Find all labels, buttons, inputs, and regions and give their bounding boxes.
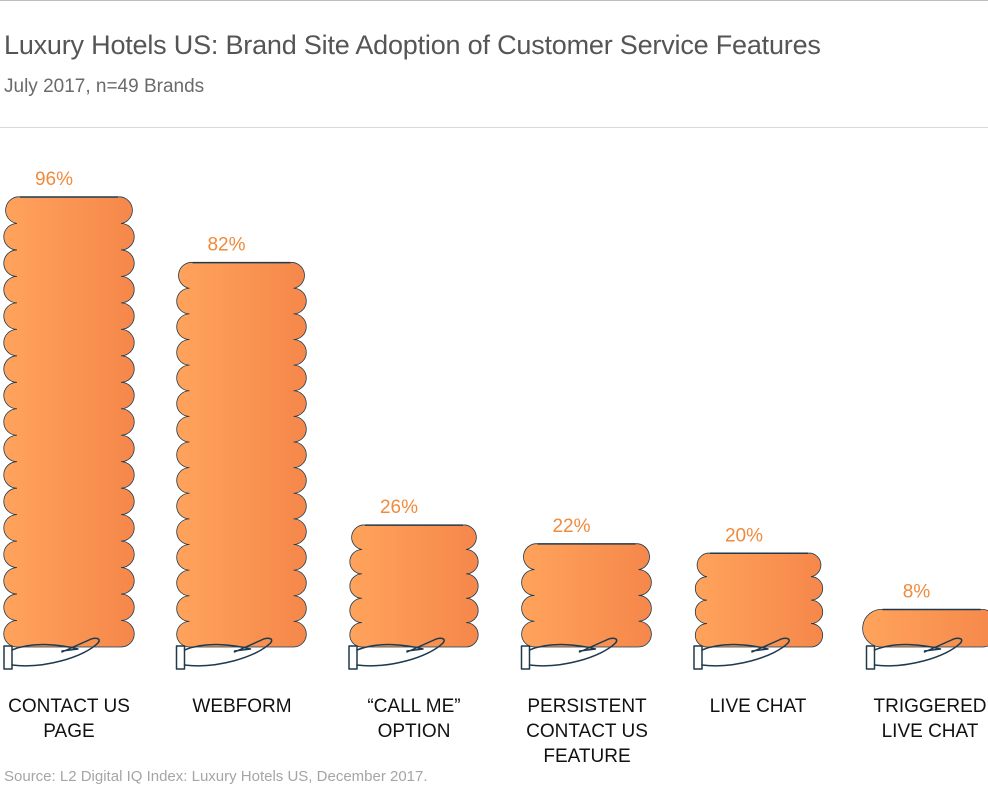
category-label-line: LIVE CHAT xyxy=(709,696,807,717)
category-label-line: PAGE xyxy=(43,721,95,742)
chart-title: Luxury Hotels US: Brand Site Adoption of… xyxy=(4,30,821,60)
bar-group: 8% xyxy=(862,582,988,670)
serving-hand-icon xyxy=(348,637,445,670)
category-label-line: CONTACT US xyxy=(8,696,130,717)
category-label-contact-us-page: CONTACT US PAGE xyxy=(0,694,174,744)
category-label-live-chat: LIVE CHAT xyxy=(653,694,863,719)
bar xyxy=(3,196,135,648)
bar-group: 22% xyxy=(520,516,652,670)
serving-hand-icon xyxy=(3,637,100,670)
bar-group: 26% xyxy=(348,497,479,670)
chart-subtitle: July 2017, n=49 Brands xyxy=(4,76,205,97)
bar xyxy=(349,524,479,648)
bar xyxy=(862,609,988,648)
category-label-line: OPTION xyxy=(377,721,451,742)
bar-group: 82% xyxy=(175,235,307,670)
value-label: 20% xyxy=(725,525,763,546)
header-divider xyxy=(0,127,988,128)
category-label-line: CONTACT US FEATURE xyxy=(526,721,648,767)
serving-hand-icon xyxy=(865,637,963,670)
category-label-triggered-live-chat: TRIGGERED LIVE CHAT xyxy=(825,694,988,744)
value-label: 82% xyxy=(207,235,245,256)
bar xyxy=(521,543,652,648)
category-label-line: PERSISTENT xyxy=(527,696,647,717)
serving-hand-icon xyxy=(520,637,618,670)
category-label-line: “CALL ME” xyxy=(367,696,461,717)
serving-hand-icon xyxy=(175,637,273,670)
bar xyxy=(694,552,824,648)
category-label-persistent-contact-us: PERSISTENT CONTACT US FEATURE xyxy=(482,694,692,769)
bar-group: 20% xyxy=(693,525,824,670)
category-label-line: LIVE CHAT xyxy=(881,721,979,742)
category-label-line: WEBFORM xyxy=(192,696,292,717)
top-rule xyxy=(0,0,988,1)
category-label-line: TRIGGERED xyxy=(873,696,987,717)
bar xyxy=(176,262,307,648)
value-label: 26% xyxy=(380,497,418,518)
category-label-webform: WEBFORM xyxy=(137,694,347,719)
bar-group: 96% xyxy=(3,169,135,670)
bar-chart: 96% 82% 26% 22% 20% 8% xyxy=(3,169,988,670)
serving-hand-icon xyxy=(693,637,790,670)
source-note: Source: L2 Digital IQ Index: Luxury Hote… xyxy=(4,768,428,785)
value-label: 96% xyxy=(35,169,73,190)
value-label: 22% xyxy=(552,516,590,537)
category-label-call-me-option: “CALL ME” OPTION xyxy=(309,694,519,744)
value-label: 8% xyxy=(903,582,931,603)
